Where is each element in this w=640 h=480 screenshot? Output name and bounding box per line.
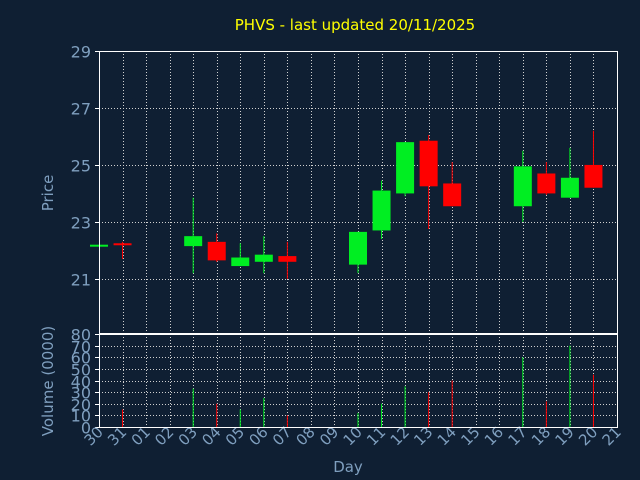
price-tick-label: 27	[71, 100, 91, 119]
price-tick-label: 21	[71, 271, 91, 290]
volume-tick-label: 80	[71, 326, 91, 345]
price-tick-label: 25	[71, 157, 91, 176]
candle-body	[537, 173, 556, 194]
candle-body	[349, 231, 367, 265]
price-tick-label: 29	[71, 43, 91, 62]
candle-body	[584, 164, 603, 188]
candle-body	[113, 243, 132, 246]
volume-tick-label: 0	[81, 419, 91, 438]
panel-frames	[99, 51, 618, 428]
price-tick-labels: 21 23 25 27 29	[71, 43, 99, 290]
volume-tick-label: 70	[71, 338, 91, 357]
candle-body	[396, 142, 415, 194]
price-tick-label: 23	[71, 214, 91, 233]
candle-body	[372, 190, 391, 231]
volume-axis-title: Volume (0000)	[39, 326, 57, 436]
candle-body	[419, 140, 438, 187]
volume-tick-label: 10	[71, 407, 91, 426]
x-axis-title: Day	[333, 458, 363, 476]
volume-series	[122, 345, 594, 427]
volume-panel-frame	[99, 334, 618, 428]
candle-body	[513, 166, 532, 207]
candle-body	[207, 241, 226, 261]
volume-tick-label: 50	[71, 361, 91, 380]
volume-tick-label: 20	[71, 396, 91, 415]
candle-body	[278, 256, 297, 262]
candle-body	[254, 254, 273, 262]
volume-tick-label: 40	[71, 373, 91, 392]
price-axis-title: Price	[39, 175, 57, 212]
volume-tick-label: 30	[71, 384, 91, 403]
volume-tick-label: 60	[71, 349, 91, 368]
candle-body	[231, 257, 250, 267]
price-panel-frame	[99, 51, 618, 334]
candlestick-series	[90, 130, 603, 279]
candle-body	[443, 183, 462, 207]
chart-title: PHVS - last updated 20/11/2025	[235, 16, 475, 34]
candle-body	[184, 236, 203, 247]
candle-body	[560, 177, 579, 198]
